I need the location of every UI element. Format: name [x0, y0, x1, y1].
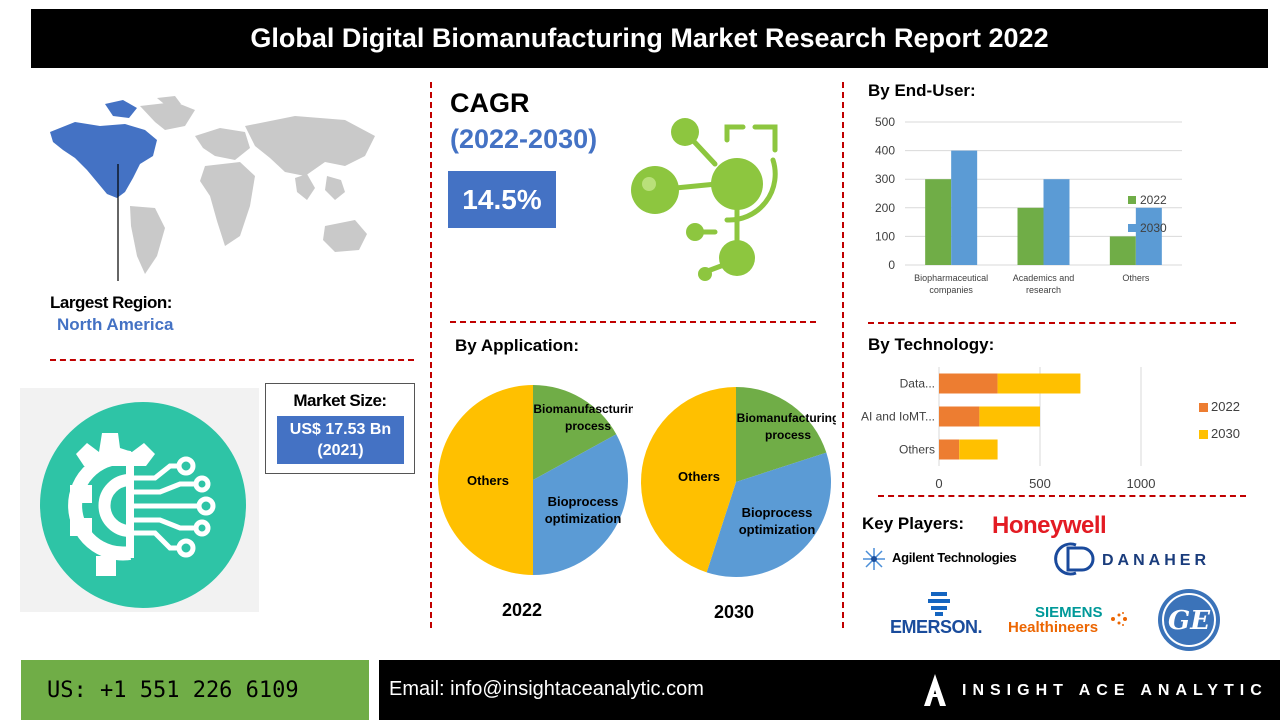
divider-cagr: [450, 321, 816, 323]
legend-swatch-2022: [1199, 403, 1208, 412]
x-tick-label: Biopharmaceutical companies: [914, 273, 988, 295]
bar-2030-2: [1135, 207, 1162, 265]
technology-title: By Technology:: [868, 335, 995, 354]
legend-label-2022: 2022: [1140, 193, 1167, 207]
healthineers-dots-icon: [1111, 612, 1127, 626]
y-tick-label: 400: [875, 144, 895, 158]
divider-region: [50, 359, 414, 361]
honeywell-logo: Honeywell: [992, 512, 1107, 539]
market-size-amount: US$ 17.53 Bn: [289, 421, 392, 438]
legend-swatch-2022: [1128, 196, 1136, 204]
pie-slice-2: [641, 387, 736, 573]
key-players-title: Key Players:: [862, 514, 965, 533]
pie-year-2022: 2022: [502, 600, 543, 620]
cagr-value: 14.5%: [448, 171, 556, 228]
cagr-title: CAGR: [450, 88, 530, 118]
technology-bar-chart: 0 500 1000 Data... AI and IoMT... Others 2022 2…: [861, 367, 1240, 491]
bar-2030-2: [959, 439, 998, 460]
cagr-period: (2022-2030): [450, 124, 598, 154]
divider-enduser: [868, 322, 1236, 324]
pie-label-1: Bioprocess optimization: [545, 494, 622, 526]
pie-label-2: Others: [467, 473, 509, 488]
emerson-logo: EMERSON.: [890, 617, 983, 637]
x-tick-label: 1000: [1127, 476, 1156, 491]
pie-slice-0: [533, 385, 617, 480]
end-user-bar-chart: 0 100 200 300 400 500 Biopharmaceutical compani…: [875, 115, 1182, 295]
application-title: By Application:: [455, 336, 580, 355]
ge-emblem-icon: GE: [1158, 589, 1220, 651]
agilent-logo: Agilent Technologies: [892, 550, 1017, 565]
agilent-spark-icon: [863, 548, 885, 570]
divider-left: [430, 82, 432, 628]
legend-swatch-2030: [1199, 430, 1208, 439]
y-tick-label: Others: [899, 443, 935, 457]
pie-label-1: Bioprocess optimization: [739, 505, 816, 537]
footer-bar: Email: info@insightaceanalytic.com INSIG…: [379, 660, 1280, 720]
divider-right: [842, 82, 844, 628]
danaher-emblem-icon: [1054, 542, 1095, 576]
bar-2022-0: [925, 179, 952, 265]
digital-gear-panel: [20, 388, 259, 612]
pie-label-0: Biomanufacturing process: [737, 411, 836, 442]
pie-slice-1: [533, 434, 628, 575]
divider-technology: [878, 495, 1246, 497]
pie-label-0: Biomanufascturing process: [533, 402, 633, 433]
x-tick-label: Academics and research: [1013, 273, 1075, 295]
legend-swatch-2030: [1128, 224, 1136, 232]
world-map: [50, 96, 375, 281]
application-pie-2022: Biomanufascturing process Bioprocess optimi…: [438, 385, 633, 575]
brand-name: INSIGHT ACE ANALYTIC: [962, 682, 1268, 699]
y-tick-label: 100: [875, 229, 895, 243]
legend-label-2030: 2030: [1140, 221, 1167, 235]
y-tick-label: 300: [875, 172, 895, 186]
market-size-label: Market Size:: [293, 391, 387, 410]
bar-2022-2: [1109, 236, 1136, 265]
market-size-value: US$ 17.53 Bn (2021): [277, 416, 404, 464]
danaher-logo: DANAHER: [1102, 552, 1210, 569]
healthineers-logo: Healthineers: [1008, 619, 1099, 636]
page-title: Global Digital Biomanufacturing Market R…: [31, 9, 1268, 68]
application-pie-2030: Biomanufacturing process Bioprocess optimiz…: [641, 387, 836, 577]
digital-gear-icon: [40, 402, 246, 608]
bar-2022-2: [939, 439, 960, 460]
bar-2022-1: [939, 406, 980, 427]
bar-2030-0: [997, 373, 1081, 394]
y-tick-label: 500: [875, 115, 895, 129]
largest-region-label: Largest Region:: [50, 293, 172, 312]
ge-logo: GE: [1168, 606, 1211, 636]
pie-slice-0: [736, 387, 827, 482]
pie-year-2030: 2030: [714, 602, 755, 622]
bar-2022-0: [939, 373, 998, 394]
pie-label-2: Others: [678, 469, 720, 484]
bar-2030-1: [979, 406, 1040, 427]
bar-2030-0: [951, 150, 978, 265]
phone-contact: US: +1 551 226 6109: [21, 660, 369, 720]
molecule-icon: [631, 118, 778, 281]
market-size-box: Market Size: US$ 17.53 Bn (2021): [265, 383, 415, 474]
pie-slice-1: [706, 452, 831, 577]
legend-label-2030: 2030: [1211, 426, 1240, 441]
email-contact[interactable]: Email: info@insightaceanalytic.com: [389, 678, 704, 700]
siemens-logo: SIEMENS: [1035, 604, 1103, 621]
market-size-year: (2021): [317, 442, 364, 459]
pie-slice-2: [438, 385, 533, 575]
emerson-emblem-icon: [928, 592, 950, 616]
y-tick-label: 200: [875, 201, 895, 215]
x-tick-label: 0: [935, 476, 942, 491]
y-tick-label: Data...: [900, 377, 935, 391]
y-tick-label: AI and IoMT...: [861, 410, 935, 424]
brand-logo-icon: [924, 674, 946, 706]
y-tick-label: 0: [888, 258, 895, 272]
bar-2022-1: [1017, 207, 1044, 265]
legend-label-2022: 2022: [1211, 399, 1240, 414]
end-user-title: By End-User:: [868, 81, 976, 100]
bar-2030-1: [1043, 179, 1070, 265]
x-tick-label: 500: [1029, 476, 1051, 491]
x-tick-label: Others: [1122, 273, 1150, 283]
largest-region-value: North America: [57, 315, 174, 334]
